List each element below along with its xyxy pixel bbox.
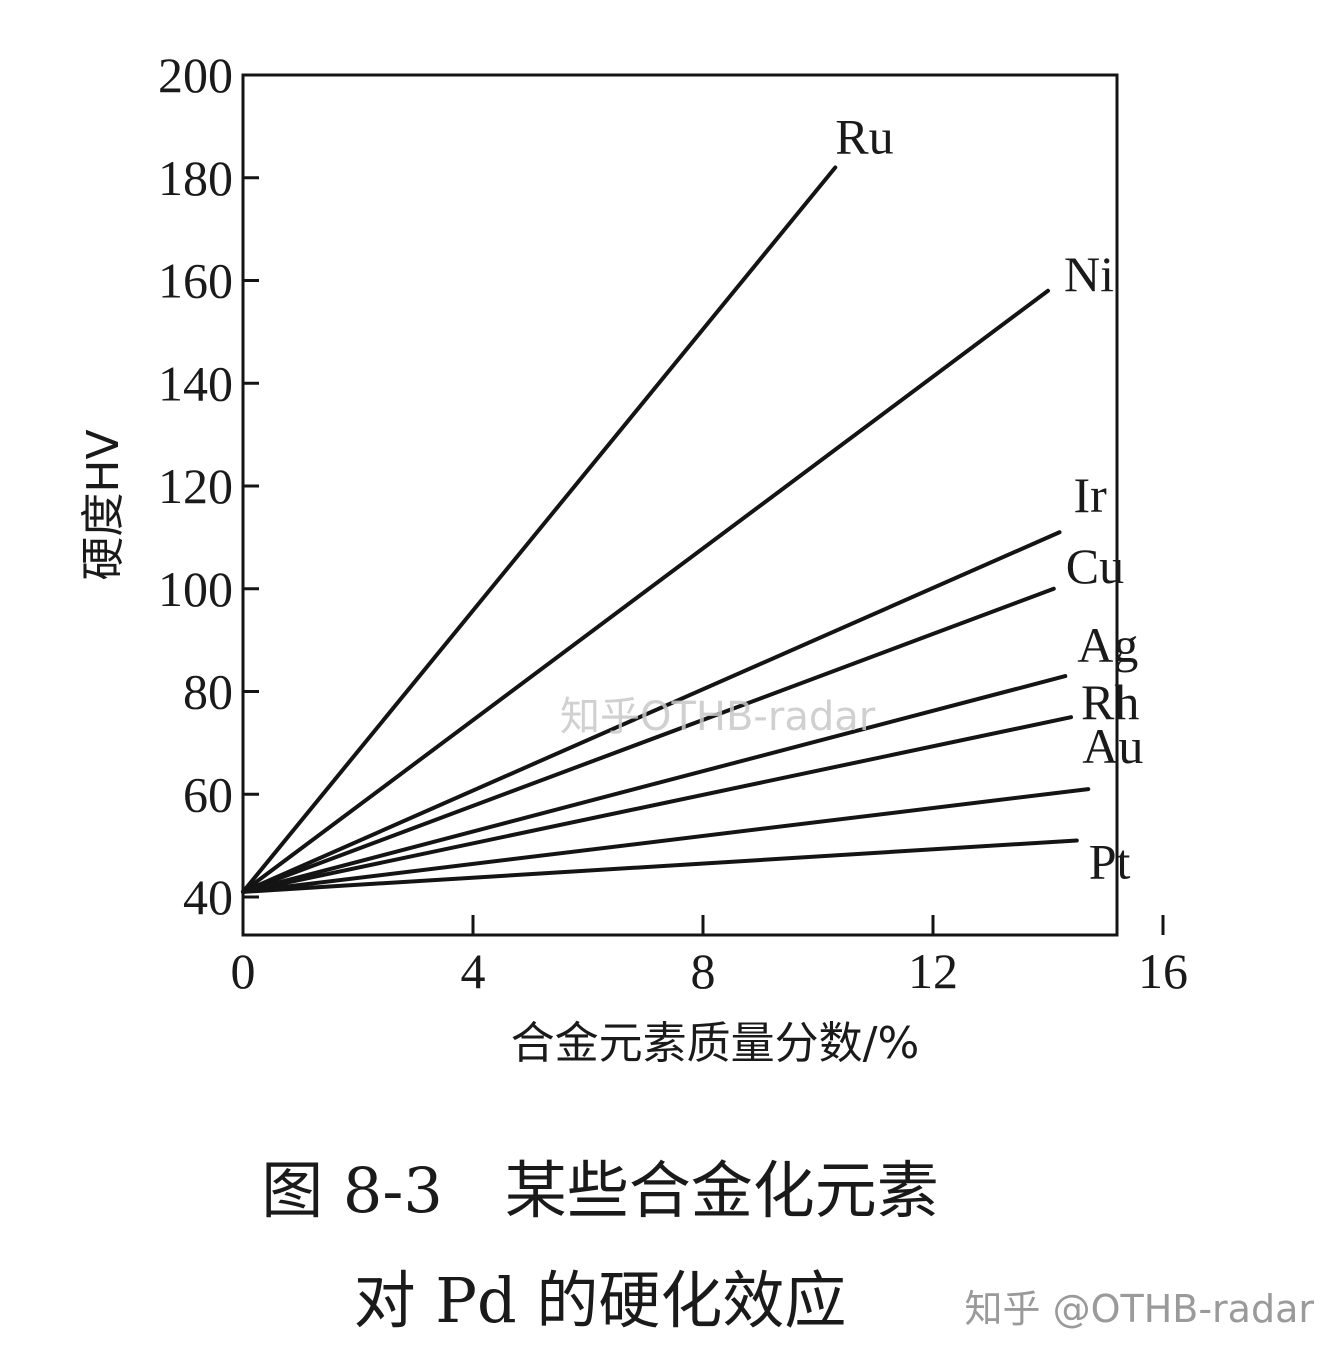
y-tick-label: 120 <box>158 458 233 514</box>
series-line-rh <box>241 715 1073 894</box>
series-label-ir: Ir <box>1074 467 1108 523</box>
series-label-pt: Pt <box>1089 833 1131 889</box>
x-tick-label: 8 <box>691 943 716 999</box>
series-label-au: Au <box>1082 718 1143 774</box>
y-tick-label: 200 <box>158 47 233 103</box>
series-label-ni: Ni <box>1064 246 1114 302</box>
x-axis: 0 4 8 12 16 <box>231 915 1188 999</box>
series-line-ru <box>241 165 838 894</box>
series-label-rh: Rh <box>1081 674 1139 730</box>
y-tick-label: 160 <box>158 253 233 309</box>
x-tick-label: 0 <box>231 943 256 999</box>
figure-caption-line-1: 图 8-3 某些合金化元素 <box>261 1154 939 1227</box>
series-line-ni <box>241 288 1050 894</box>
figure-caption-line-2: 对 Pd 的硬化效应 <box>353 1264 847 1337</box>
y-tick-label: 40 <box>183 869 233 925</box>
y-axis-title: 硬度HV <box>78 429 129 580</box>
y-axis: 40 60 80 100 120 140 160 180 200 <box>158 47 259 925</box>
y-tick-label: 60 <box>183 766 233 822</box>
y-tick-label: 180 <box>158 150 233 206</box>
series-line-ag <box>241 674 1068 894</box>
series-label-ru: Ru <box>835 108 893 164</box>
series-label-cu: Cu <box>1066 538 1124 594</box>
series-line-au <box>241 787 1091 894</box>
series-line-pt <box>241 838 1079 894</box>
series-line-cu <box>241 586 1056 894</box>
plot-frame <box>241 73 1119 937</box>
y-tick-label: 100 <box>158 561 233 617</box>
series-line-ir <box>241 530 1062 894</box>
x-axis-title: 合金元素质量分数/% <box>511 1018 920 1069</box>
watermark-corner: 知乎 @OTHB-radar <box>964 1287 1315 1331</box>
series-lines <box>241 165 1091 894</box>
y-tick-label: 80 <box>183 664 233 720</box>
x-tick-label: 16 <box>1138 943 1188 999</box>
series-label-ag: Ag <box>1077 617 1138 673</box>
watermark-center: 知乎OTHB-radar <box>560 694 876 740</box>
x-tick-label: 12 <box>908 943 958 999</box>
y-tick-label: 140 <box>158 355 233 411</box>
x-tick-label: 4 <box>461 943 486 999</box>
